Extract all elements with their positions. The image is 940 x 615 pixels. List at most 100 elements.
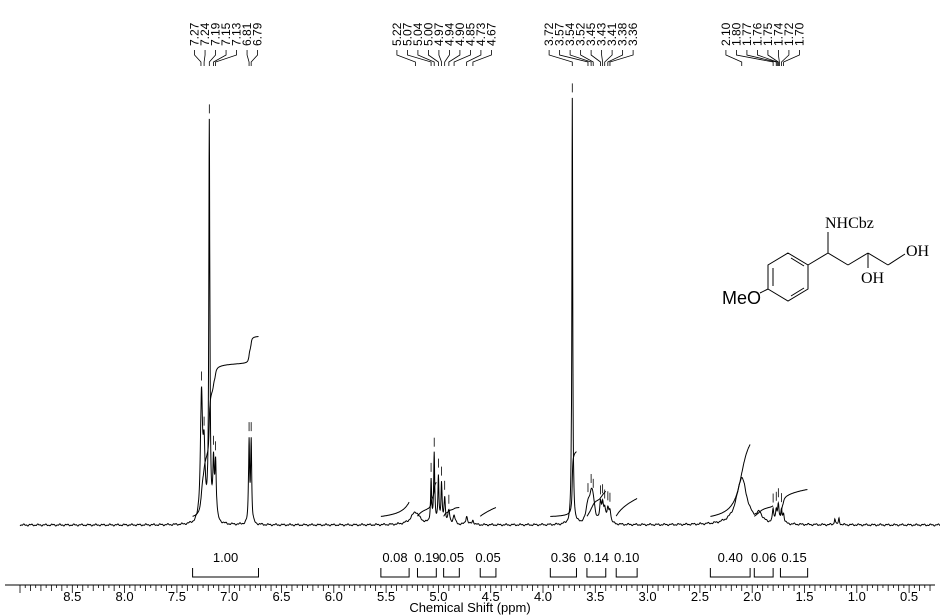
- benzene-ring: [767, 252, 809, 302]
- bond: [847, 252, 869, 266]
- bond: [867, 252, 889, 266]
- peak-label-connector: [472, 50, 492, 66]
- x-tick-label: 5.5: [377, 589, 395, 604]
- bond: [807, 252, 829, 266]
- peak-label: 1.70: [792, 22, 806, 46]
- integral-value: 0.05: [439, 550, 464, 565]
- x-tick-label: 6.0: [325, 589, 343, 604]
- integral-value: 1.00: [213, 550, 238, 565]
- integral-bracket: [443, 568, 460, 578]
- peak-label: 4.67: [484, 22, 498, 46]
- peak-label: 3.36: [626, 22, 640, 46]
- spectrum-trace: [19, 97, 940, 527]
- peak-label: 7.27: [188, 22, 202, 46]
- peak-label: 1.74: [771, 22, 785, 46]
- integral-bracket: [380, 568, 410, 578]
- peak-label-connector: [778, 50, 780, 66]
- peak-label: 1.75: [761, 22, 775, 46]
- peak-label: 5.22: [390, 22, 404, 46]
- peak-label-connector: [250, 50, 258, 66]
- peak-marker-group: [201, 83, 782, 504]
- peak-label-connector: [590, 50, 601, 66]
- peak-label: 3.57: [553, 22, 567, 46]
- peak-label: 7.13: [230, 22, 244, 46]
- integral-bracket: [549, 568, 577, 578]
- integral-curve: [615, 498, 638, 517]
- methoxy-label: MeO: [722, 288, 761, 308]
- integral-value: 0.15: [781, 550, 806, 565]
- integral-bracket: [192, 568, 259, 578]
- peak-label-connector: [601, 50, 604, 66]
- integral-bracket: [779, 568, 809, 578]
- peak-label-connector: [417, 50, 435, 66]
- peak-label: 5.07: [400, 22, 414, 46]
- peak-label-connector: [746, 50, 777, 66]
- peak-label-connector: [725, 50, 743, 66]
- x-tick-label: 1.0: [848, 589, 866, 604]
- peak-label: 1.76: [750, 22, 764, 46]
- peak-label: 6.81: [240, 22, 254, 46]
- peak-label: 4.94: [442, 22, 456, 46]
- x-tick-label: 1.5: [795, 589, 813, 604]
- peak-label-connector: [407, 50, 432, 66]
- peak-label-connector: [208, 50, 216, 66]
- x-tick-label: 3.0: [639, 589, 657, 604]
- peak-label: 7.19: [209, 22, 223, 46]
- ring-double-bond: [790, 287, 805, 297]
- peak-label-connector: [215, 50, 237, 66]
- integral-curve: [550, 451, 577, 517]
- integral-value: 0.40: [718, 550, 743, 565]
- integral-curve: [192, 336, 259, 517]
- integral-bracket: [615, 568, 638, 578]
- peak-label-connector: [569, 50, 592, 66]
- peak-label-connector: [607, 50, 624, 66]
- peak-label: 1.80: [729, 22, 743, 46]
- x-tick-label: 3.5: [586, 589, 604, 604]
- peak-label-connector: [428, 50, 439, 66]
- integral-value: 0.19: [414, 550, 439, 565]
- peak-label-connector: [466, 50, 482, 66]
- peak-label: 7.24: [198, 22, 212, 46]
- integral-bracket: [416, 568, 437, 578]
- peak-label: 4.73: [474, 22, 488, 46]
- peak-label: 3.72: [542, 22, 556, 46]
- peak-label-connector: [203, 50, 206, 66]
- integral-bracket: [479, 568, 497, 578]
- integral-curve: [380, 501, 410, 517]
- integral-bracket-group: 1.00 0.08 0.19 0.05 0.05 0.36 0.14 0.10 0.40 0.06…: [192, 550, 809, 578]
- hydroxyl-label: OH: [861, 270, 885, 287]
- peak-label-connector: [438, 50, 442, 66]
- terminal-hydroxyl-label: OH: [906, 243, 930, 260]
- integral-value: 0.08: [382, 550, 407, 565]
- integral-bracket: [709, 568, 751, 578]
- peak-label-connector: [444, 50, 450, 66]
- integral-curve: [710, 444, 751, 517]
- peak-label: 3.41: [605, 22, 619, 46]
- peak-label-connector: [609, 50, 634, 66]
- x-tick-label: 5.0: [429, 589, 447, 604]
- peak-label-connector: [453, 50, 471, 66]
- peak-label: 5.00: [421, 22, 435, 46]
- x-tick-label: 8.5: [63, 589, 81, 604]
- peak-label: 6.79: [251, 22, 265, 46]
- peak-label-connector: [548, 50, 573, 66]
- peak-label-connector: [736, 50, 774, 66]
- x-tick-label: 0.5: [900, 589, 918, 604]
- peak-label: 3.52: [574, 22, 588, 46]
- peak-label: 1.72: [782, 22, 796, 46]
- ring-double-bond: [790, 257, 805, 267]
- peak-label: 4.85: [463, 22, 477, 46]
- peak-label-connector: [783, 50, 800, 66]
- peak-label-group: 7.277.247.197.157.136.816.79 5.225.075.04…: [188, 22, 807, 46]
- integral-value: 0.05: [475, 550, 500, 565]
- peak-label: 5.04: [411, 22, 425, 46]
- bond: [887, 253, 906, 266]
- x-axis-title: Chemical Shift (ppm): [409, 600, 530, 615]
- integral-value: 0.36: [551, 550, 576, 565]
- peak-label-connector: [559, 50, 589, 66]
- x-tick-label: 7.5: [168, 589, 186, 604]
- peak-label: 3.45: [584, 22, 598, 46]
- x-tick-label: 2.5: [691, 589, 709, 604]
- peak-label: 4.90: [453, 22, 467, 46]
